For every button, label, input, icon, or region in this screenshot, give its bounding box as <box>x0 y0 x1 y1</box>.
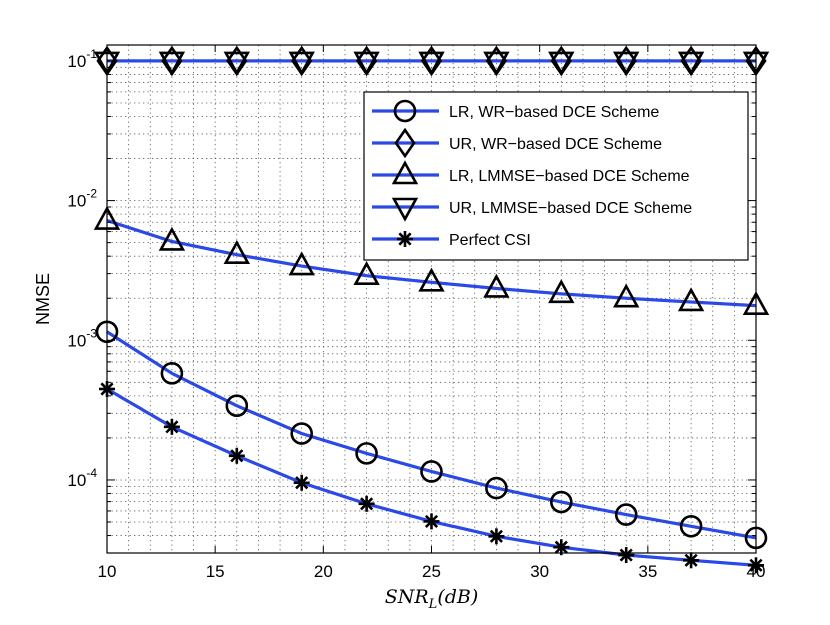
data-point-triangle-up <box>288 251 315 276</box>
data-point-triangle-down <box>613 51 640 76</box>
data-point-triangle-up <box>677 287 705 312</box>
legend-marker-triangle-up <box>391 160 419 185</box>
data-point-asterisk <box>358 495 375 512</box>
data-point-triangle-up <box>613 283 640 308</box>
data-point-triangle-down <box>677 51 705 76</box>
legend-entry-label: LR, WR−based DCE Scheme <box>449 104 659 121</box>
series-line-triangle-up <box>106 219 757 308</box>
data-point-circle <box>290 422 314 445</box>
data-point-triangle-down <box>288 51 315 76</box>
data-point-triangle-down <box>353 51 380 76</box>
data-point-asterisk <box>423 513 440 530</box>
legend-entry-label: UR, LMMSE−based DCE Scheme <box>449 200 692 217</box>
legend-marker-circle <box>393 99 417 123</box>
y-tick-label: 10-3 <box>67 326 97 350</box>
data-point-triangle-down <box>418 51 445 76</box>
data-point-circle <box>485 476 508 500</box>
data-point-asterisk <box>683 552 700 569</box>
legend-marker-triangle-down <box>391 197 419 222</box>
axis-ticks <box>106 45 757 554</box>
x-axis-label-subscript: L <box>428 597 438 612</box>
x-tick-label: 20 <box>314 562 333 581</box>
data-point-circle <box>225 394 249 418</box>
data-point-asterisk <box>488 528 505 545</box>
x-tick-label: 10 <box>98 562 117 581</box>
data-point-asterisk <box>163 418 180 435</box>
x-tick-label: 25 <box>422 562 441 581</box>
series-line-circle <box>106 330 757 540</box>
data-point-circle <box>679 514 703 538</box>
x-axis-label-main: SNR <box>385 586 429 608</box>
y-tick-label: 10-1 <box>67 47 97 71</box>
legend-marker-diamond <box>394 127 416 159</box>
data-point-triangle-up <box>418 267 445 292</box>
y-tick-label: 10-2 <box>67 187 97 211</box>
data-point-triangle-up <box>353 260 380 285</box>
x-axis-label-unit: (dB) <box>437 586 478 608</box>
data-point-circle <box>160 362 184 385</box>
data-point-asterisk <box>228 447 245 464</box>
data-point-circle <box>355 442 378 465</box>
data-point-triangle-down <box>548 51 575 76</box>
series-markers <box>93 45 770 574</box>
data-point-triangle-down <box>158 51 186 76</box>
legend-entry-label: Perfect CSI <box>449 232 531 249</box>
x-tick-label: 35 <box>638 562 657 581</box>
x-tick-label: 15 <box>206 562 225 581</box>
legend-entry-label: LR, LMMSE−based DCE Scheme <box>449 168 690 185</box>
data-point-triangle-up <box>548 279 575 304</box>
data-point-asterisk <box>618 547 635 564</box>
legend-entry-label: UR, WR−based DCE Scheme <box>449 136 662 153</box>
data-point-triangle-down <box>483 51 510 76</box>
x-tick-label: 40 <box>747 562 766 581</box>
x-axis-label: SNRL(dB) <box>385 586 479 612</box>
data-point-circle <box>549 490 573 514</box>
data-point-asterisk <box>748 557 764 574</box>
data-point-triangle-down <box>223 51 250 76</box>
data-point-circle <box>614 503 638 526</box>
tick-labels: 10 15 20 25 30 35 40 10-1 10-2 10-3 10-4 <box>67 47 765 581</box>
data-point-triangle-up <box>223 239 250 264</box>
x-tick-label: 30 <box>530 562 549 581</box>
data-point-triangle-up <box>158 226 186 251</box>
y-tick-label: 10-4 <box>67 466 97 490</box>
legend-marker-asterisk <box>397 231 413 247</box>
series-lines <box>106 59 757 567</box>
data-point-triangle-up <box>483 273 510 298</box>
data-point-circle <box>420 460 443 483</box>
legend: LR, WR−based DCE Scheme UR, WR−based DCE … <box>363 91 749 261</box>
y-axis-label: NMSE <box>33 273 53 325</box>
data-point-asterisk <box>293 474 310 491</box>
data-point-asterisk <box>553 539 570 556</box>
grid-lines <box>107 45 756 554</box>
